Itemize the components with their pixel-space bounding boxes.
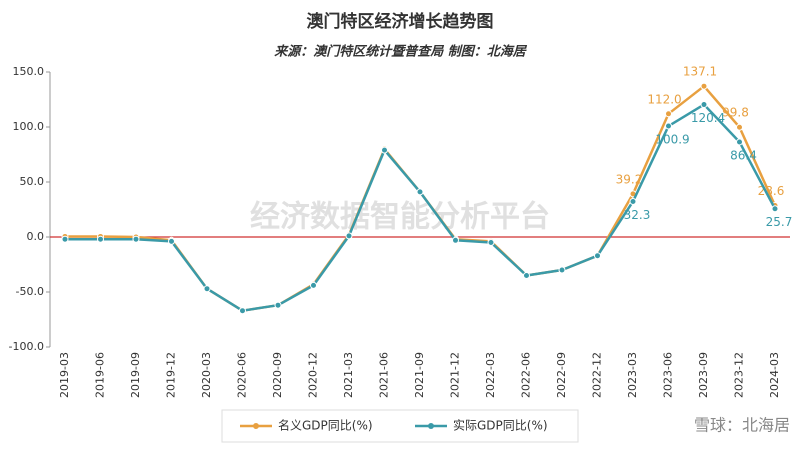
x-tick-label: 2024-03 bbox=[768, 352, 781, 398]
data-point bbox=[97, 235, 104, 243]
credit: 雪球：北海居 bbox=[694, 416, 790, 435]
data-point bbox=[203, 285, 211, 293]
data-point bbox=[523, 272, 530, 279]
data-label: 25.7 bbox=[766, 215, 793, 229]
data-point bbox=[416, 188, 424, 196]
x-tick-label: 2022-03 bbox=[484, 352, 497, 398]
data-label: 100.9 bbox=[655, 133, 689, 147]
x-tick-label: 2022-12 bbox=[591, 352, 604, 398]
data-point bbox=[771, 205, 779, 213]
data-label: 112.0 bbox=[647, 92, 681, 106]
legend-label: 名义GDP同比(%) bbox=[278, 418, 373, 433]
x-tick-label: 2019-12 bbox=[165, 352, 178, 398]
legend-marker bbox=[428, 423, 434, 429]
data-point bbox=[629, 197, 637, 205]
x-tick-label: 2023-09 bbox=[697, 352, 710, 398]
x-tick-label: 2019-09 bbox=[129, 352, 142, 398]
y-tick-label: -50.0 bbox=[16, 285, 44, 298]
chart-title: 澳门特区经济增长趋势图 bbox=[307, 11, 494, 32]
data-label: 137.1 bbox=[683, 65, 717, 79]
data-point bbox=[345, 232, 353, 240]
data-label: 32.3 bbox=[624, 208, 651, 222]
data-point bbox=[381, 146, 388, 154]
y-tick-label: 100.0 bbox=[13, 120, 45, 133]
data-point bbox=[61, 235, 69, 243]
data-point bbox=[665, 122, 672, 130]
data-point bbox=[594, 252, 601, 260]
x-tick-label: 2019-03 bbox=[58, 352, 71, 398]
x-tick-label: 2021-06 bbox=[378, 352, 391, 398]
y-tick-label: 50.0 bbox=[20, 175, 45, 188]
x-tick-label: 2021-12 bbox=[449, 352, 462, 398]
legend-marker bbox=[253, 423, 259, 429]
x-tick-label: 2020-06 bbox=[236, 352, 249, 398]
x-tick-label: 2020-12 bbox=[307, 352, 320, 398]
x-tick-label: 2022-09 bbox=[555, 352, 568, 398]
x-tick-label: 2021-03 bbox=[342, 352, 355, 398]
data-point bbox=[736, 138, 743, 146]
legend-label: 实际GDP同比(%) bbox=[453, 418, 548, 433]
x-tick-label: 2023-03 bbox=[626, 352, 639, 398]
y-tick-label: 150.0 bbox=[13, 65, 45, 78]
data-point bbox=[239, 307, 246, 315]
x-tick-label: 2020-03 bbox=[200, 352, 213, 398]
data-label: 86.4 bbox=[730, 148, 757, 162]
x-tick-label: 2020-09 bbox=[271, 352, 284, 398]
data-point bbox=[310, 281, 317, 289]
data-label: 39.2 bbox=[616, 172, 643, 186]
series-line bbox=[65, 84, 777, 312]
data-label: 120.4 bbox=[691, 111, 725, 125]
data-point bbox=[452, 236, 459, 244]
watermark: 经济数据智能分析平台 bbox=[250, 200, 550, 235]
y-tick-label: -100.0 bbox=[9, 340, 44, 353]
chart-subtitle: 来源：澳门特区统计暨普查局 制图：北海居 bbox=[274, 44, 528, 60]
data-point bbox=[132, 235, 140, 243]
data-point bbox=[168, 237, 175, 245]
data-point bbox=[736, 123, 743, 131]
data-point bbox=[665, 110, 672, 118]
legend-box bbox=[221, 409, 579, 443]
x-tick-label: 2021-09 bbox=[413, 352, 426, 398]
x-tick-label: 2023-06 bbox=[662, 352, 675, 398]
x-tick-label: 2022-06 bbox=[520, 352, 533, 398]
y-tick-label: 0.0 bbox=[27, 230, 45, 243]
x-tick-label: 2019-06 bbox=[94, 352, 107, 398]
data-point bbox=[487, 239, 495, 246]
x-tick-label: 2023-12 bbox=[733, 352, 746, 398]
data-point bbox=[700, 101, 708, 109]
data-point bbox=[274, 301, 282, 309]
data-point bbox=[558, 266, 566, 274]
data-label: 99.8 bbox=[722, 106, 749, 120]
data-point bbox=[700, 82, 708, 90]
